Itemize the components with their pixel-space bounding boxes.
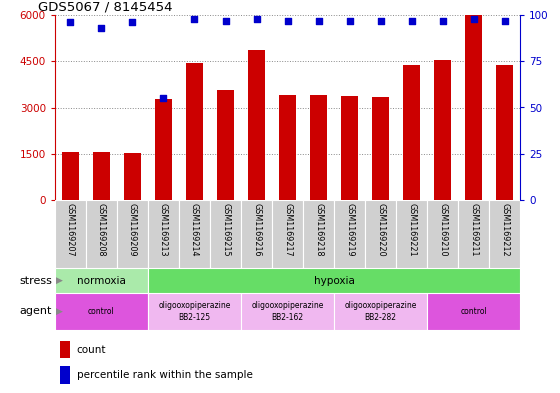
Bar bbox=[55, 268, 148, 293]
Bar bbox=[179, 200, 210, 268]
Bar bbox=[496, 65, 514, 200]
Bar bbox=[217, 90, 234, 200]
Point bbox=[159, 95, 168, 101]
Text: ▶: ▶ bbox=[56, 276, 63, 285]
Text: control: control bbox=[88, 307, 115, 316]
Bar bbox=[117, 200, 148, 268]
Bar bbox=[93, 152, 110, 200]
Bar bbox=[241, 293, 334, 330]
Text: GDS5067 / 8145454: GDS5067 / 8145454 bbox=[39, 1, 173, 14]
Point bbox=[252, 16, 261, 22]
Bar bbox=[59, 366, 70, 384]
Bar bbox=[272, 200, 303, 268]
Bar bbox=[86, 200, 117, 268]
Text: stress: stress bbox=[19, 275, 52, 285]
Bar bbox=[59, 341, 70, 358]
Text: GSM1169219: GSM1169219 bbox=[345, 203, 354, 256]
Text: count: count bbox=[77, 345, 106, 354]
Text: GSM1169211: GSM1169211 bbox=[469, 203, 478, 256]
Bar bbox=[303, 200, 334, 268]
Bar bbox=[55, 200, 86, 268]
Text: oligooxopiperazine
BB2-125: oligooxopiperazine BB2-125 bbox=[158, 301, 231, 321]
Text: GSM1169217: GSM1169217 bbox=[283, 203, 292, 256]
Bar bbox=[427, 293, 520, 330]
Bar bbox=[310, 95, 327, 200]
Text: GSM1169214: GSM1169214 bbox=[190, 203, 199, 256]
Bar bbox=[341, 96, 358, 200]
Bar bbox=[148, 200, 179, 268]
Point bbox=[97, 25, 106, 31]
Text: percentile rank within the sample: percentile rank within the sample bbox=[77, 370, 253, 380]
Bar bbox=[458, 200, 489, 268]
Point bbox=[345, 17, 354, 24]
Bar bbox=[148, 268, 520, 293]
Text: GSM1169207: GSM1169207 bbox=[66, 203, 75, 256]
Point bbox=[66, 19, 75, 26]
Text: GSM1169218: GSM1169218 bbox=[314, 203, 323, 256]
Text: normoxia: normoxia bbox=[77, 275, 126, 285]
Text: ▶: ▶ bbox=[56, 307, 63, 316]
Text: GSM1169212: GSM1169212 bbox=[500, 203, 509, 256]
Bar bbox=[241, 200, 272, 268]
Text: GSM1169221: GSM1169221 bbox=[407, 203, 416, 256]
Bar bbox=[124, 153, 141, 200]
Bar bbox=[210, 200, 241, 268]
Bar bbox=[186, 63, 203, 200]
Bar bbox=[489, 200, 520, 268]
Bar bbox=[334, 293, 427, 330]
Text: hypoxia: hypoxia bbox=[314, 275, 354, 285]
Point bbox=[283, 17, 292, 24]
Bar bbox=[279, 95, 296, 200]
Text: GSM1169208: GSM1169208 bbox=[97, 203, 106, 256]
Text: oligooxopiperazine
BB2-282: oligooxopiperazine BB2-282 bbox=[344, 301, 417, 321]
Point bbox=[376, 17, 385, 24]
Text: oligooxopiperazine
BB2-162: oligooxopiperazine BB2-162 bbox=[251, 301, 324, 321]
Bar bbox=[248, 50, 265, 200]
Bar bbox=[434, 60, 451, 200]
Text: agent: agent bbox=[20, 307, 52, 316]
Point bbox=[128, 19, 137, 26]
Bar bbox=[55, 293, 148, 330]
Bar bbox=[155, 99, 172, 200]
Bar bbox=[403, 65, 420, 200]
Point bbox=[221, 17, 230, 24]
Point bbox=[469, 16, 478, 22]
Text: GSM1169209: GSM1169209 bbox=[128, 203, 137, 256]
Text: GSM1169215: GSM1169215 bbox=[221, 203, 230, 256]
Point bbox=[190, 16, 199, 22]
Bar bbox=[427, 200, 458, 268]
Bar bbox=[365, 200, 396, 268]
Text: GSM1169216: GSM1169216 bbox=[252, 203, 261, 256]
Point bbox=[438, 17, 447, 24]
Bar bbox=[334, 200, 365, 268]
Bar bbox=[62, 152, 79, 200]
Text: GSM1169220: GSM1169220 bbox=[376, 203, 385, 256]
Bar bbox=[372, 97, 389, 200]
Point bbox=[500, 17, 509, 24]
Bar bbox=[148, 293, 241, 330]
Bar bbox=[396, 200, 427, 268]
Bar bbox=[465, 15, 482, 200]
Point bbox=[407, 17, 416, 24]
Text: GSM1169210: GSM1169210 bbox=[438, 203, 447, 256]
Text: control: control bbox=[460, 307, 487, 316]
Text: GSM1169213: GSM1169213 bbox=[159, 203, 168, 256]
Point bbox=[314, 17, 323, 24]
